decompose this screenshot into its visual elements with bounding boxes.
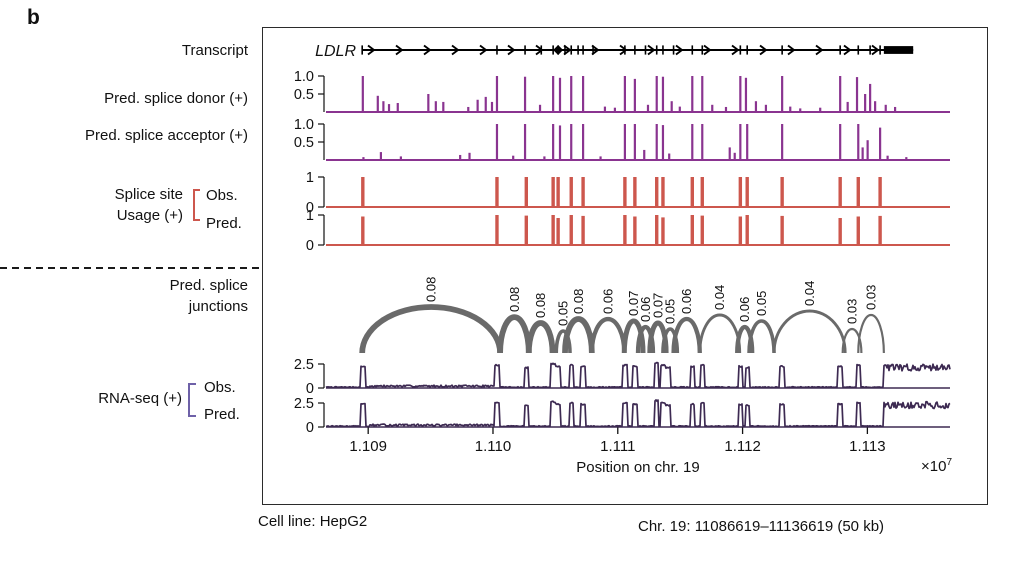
pred-splice-junctions-line1: Pred. splice xyxy=(169,277,248,294)
usage-obs-label: Obs. xyxy=(206,187,238,204)
row-label-pred-splice-junctions: Pred. splice junctions xyxy=(0,275,248,317)
usage-obs-pred-bracket xyxy=(193,189,200,221)
rnaseq-pred-label: Pred. xyxy=(204,406,240,423)
axis-multiplier-base: ×10 xyxy=(920,458,947,475)
splice-site-usage-line1: Splice site xyxy=(114,186,183,203)
x-axis-title: Position on chr. 19 xyxy=(576,459,700,476)
row-label-splice-donor: Pred. splice donor (+) xyxy=(104,90,248,107)
usage-pred-label: Pred. xyxy=(206,215,242,232)
region-caption: Chr. 19: 11086619–11136619 (50 kb) xyxy=(638,518,885,535)
rnaseq-obs-pred-bracket xyxy=(188,383,196,417)
row-label-rnaseq: RNA-seq (+) xyxy=(98,390,182,407)
axis-multiplier: ×107 xyxy=(898,452,952,477)
splice-site-usage-line2: Usage (+) xyxy=(116,207,183,224)
panel-label: b xyxy=(27,6,40,29)
row-label-splice-acceptor: Pred. splice acceptor (+) xyxy=(85,127,248,144)
row-label-splice-site-usage: Splice site Usage (+) xyxy=(0,184,183,226)
rnaseq-obs-label: Obs. xyxy=(204,379,236,396)
gene-name-label: LDLR xyxy=(315,43,356,60)
cell-line-caption: Cell line: HepG2 xyxy=(258,513,368,530)
row-label-transcript: Transcript xyxy=(181,42,248,59)
pred-splice-junctions-line2: junctions xyxy=(188,298,248,315)
axis-multiplier-exponent: 7 xyxy=(946,457,952,468)
plot-panel-border xyxy=(262,27,988,505)
